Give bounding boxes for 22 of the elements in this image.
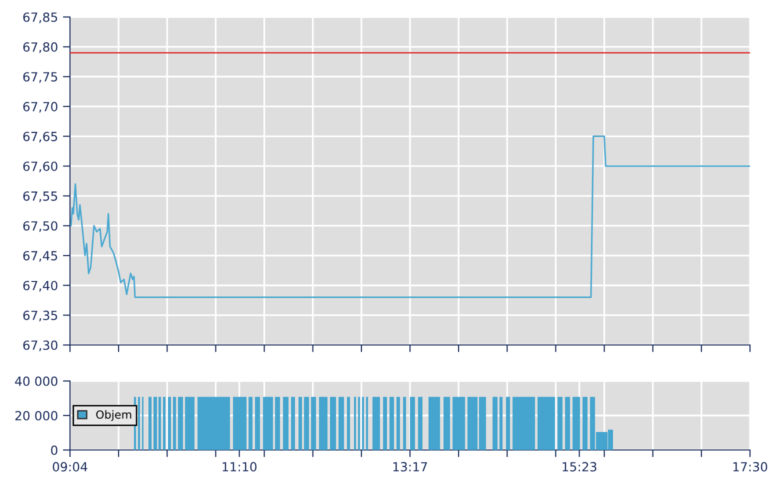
- y-tick-label: 67,60: [23, 162, 58, 172]
- x-tick-label: 17:30: [733, 462, 768, 472]
- line-series: [70, 136, 750, 298]
- x-tick-label: 11:10: [222, 462, 257, 472]
- y-tick-label: 67,40: [23, 280, 58, 292]
- y-tick-label: 40 000: [15, 376, 58, 386]
- y-tick-label: 67,65: [23, 132, 58, 142]
- y-tick-label: 20 000: [15, 410, 58, 420]
- y-tick-label: 67,85: [23, 12, 58, 24]
- y-tick-label: 67,45: [23, 251, 58, 262]
- y-tick-label: 67,80: [23, 42, 58, 54]
- y-tick-label: 67,35: [23, 310, 58, 322]
- y-tick-label: 67,30: [23, 340, 58, 352]
- x-tick-label: 09:04: [52, 462, 88, 472]
- y-tick-label: 67,75: [23, 72, 58, 83]
- legend-label: Objem: [96, 410, 132, 421]
- y-tick-label: 67,70: [23, 102, 58, 113]
- y-tick-label: 0: [51, 445, 58, 455]
- x-tick-label: 15:23: [562, 462, 596, 472]
- x-tick-label: 13:17: [393, 462, 427, 472]
- y-tick-label: 67,55: [23, 191, 58, 202]
- y-tick-label: 67,50: [23, 221, 58, 232]
